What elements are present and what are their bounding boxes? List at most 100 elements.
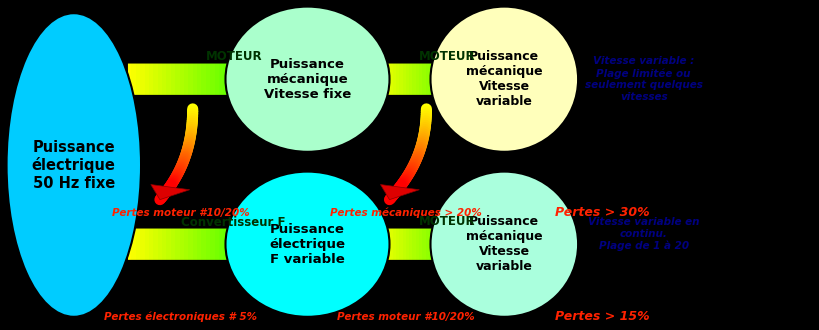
Polygon shape	[367, 66, 372, 92]
Polygon shape	[474, 228, 477, 261]
Polygon shape	[471, 228, 474, 261]
Polygon shape	[494, 63, 497, 96]
Polygon shape	[546, 65, 550, 93]
Polygon shape	[170, 228, 175, 261]
Ellipse shape	[225, 172, 389, 317]
Text: MOTEUR: MOTEUR	[205, 50, 262, 63]
Polygon shape	[153, 228, 157, 261]
Polygon shape	[510, 228, 514, 261]
Polygon shape	[236, 228, 241, 261]
Text: Puissance
électrique
F variable: Puissance électrique F variable	[269, 223, 345, 266]
Polygon shape	[206, 228, 210, 261]
Polygon shape	[232, 63, 236, 96]
Polygon shape	[409, 228, 412, 261]
Polygon shape	[451, 228, 455, 261]
Polygon shape	[354, 58, 359, 100]
Polygon shape	[306, 63, 310, 96]
Polygon shape	[258, 228, 262, 261]
Polygon shape	[412, 228, 415, 261]
Polygon shape	[497, 228, 500, 261]
Polygon shape	[215, 228, 219, 261]
Polygon shape	[306, 228, 310, 261]
Polygon shape	[144, 63, 149, 96]
Polygon shape	[517, 63, 520, 96]
Text: Pertes moteur #10/20%: Pertes moteur #10/20%	[111, 208, 249, 218]
Polygon shape	[149, 63, 153, 96]
Polygon shape	[405, 228, 409, 261]
Polygon shape	[455, 63, 458, 96]
Polygon shape	[376, 63, 379, 96]
Polygon shape	[241, 63, 245, 96]
Ellipse shape	[7, 13, 141, 317]
Polygon shape	[162, 63, 166, 96]
Polygon shape	[324, 228, 328, 261]
Polygon shape	[445, 228, 448, 261]
Polygon shape	[533, 57, 536, 101]
Polygon shape	[441, 63, 445, 96]
Polygon shape	[530, 220, 533, 268]
Text: Pertes électroniques # 5%: Pertes électroniques # 5%	[104, 312, 256, 322]
Polygon shape	[550, 232, 553, 256]
Polygon shape	[333, 63, 337, 96]
Polygon shape	[441, 228, 445, 261]
Polygon shape	[471, 63, 474, 96]
Polygon shape	[372, 234, 376, 255]
Polygon shape	[223, 63, 228, 96]
Polygon shape	[293, 228, 297, 261]
Polygon shape	[379, 228, 382, 261]
Polygon shape	[438, 228, 441, 261]
Text: MOTEUR: MOTEUR	[418, 50, 475, 63]
Polygon shape	[179, 228, 183, 261]
Polygon shape	[131, 63, 136, 96]
Polygon shape	[536, 224, 540, 264]
Polygon shape	[354, 223, 359, 265]
Polygon shape	[245, 63, 249, 96]
Polygon shape	[445, 63, 448, 96]
Polygon shape	[337, 50, 341, 108]
Polygon shape	[559, 238, 563, 250]
Polygon shape	[192, 63, 197, 96]
Polygon shape	[448, 63, 451, 96]
Polygon shape	[527, 218, 530, 270]
Polygon shape	[262, 228, 267, 261]
Text: Pertes > 30%: Pertes > 30%	[554, 206, 649, 219]
Polygon shape	[232, 228, 236, 261]
Polygon shape	[432, 63, 435, 96]
Polygon shape	[517, 228, 520, 261]
Polygon shape	[563, 75, 566, 83]
Polygon shape	[405, 63, 409, 96]
Polygon shape	[328, 228, 333, 261]
Polygon shape	[310, 228, 314, 261]
Polygon shape	[314, 228, 319, 261]
Polygon shape	[546, 230, 550, 258]
Polygon shape	[297, 228, 301, 261]
Polygon shape	[280, 63, 284, 96]
Polygon shape	[249, 228, 254, 261]
Polygon shape	[380, 74, 385, 84]
Polygon shape	[379, 63, 382, 96]
Polygon shape	[275, 63, 280, 96]
Text: Puissance
électrique
50 Hz fixe: Puissance électrique 50 Hz fixe	[32, 140, 115, 190]
Polygon shape	[481, 228, 484, 261]
Polygon shape	[520, 216, 523, 272]
Polygon shape	[175, 63, 179, 96]
Polygon shape	[284, 63, 288, 96]
Polygon shape	[385, 77, 389, 82]
Polygon shape	[491, 63, 494, 96]
Polygon shape	[153, 63, 157, 96]
Polygon shape	[367, 231, 372, 257]
Polygon shape	[301, 63, 306, 96]
Ellipse shape	[430, 7, 577, 152]
Polygon shape	[346, 218, 350, 271]
Polygon shape	[359, 226, 363, 263]
Polygon shape	[382, 63, 386, 96]
Polygon shape	[254, 228, 258, 261]
Polygon shape	[179, 63, 183, 96]
Polygon shape	[288, 228, 293, 261]
Polygon shape	[140, 228, 144, 261]
Polygon shape	[415, 63, 419, 96]
Polygon shape	[504, 228, 507, 261]
Polygon shape	[380, 184, 419, 200]
Polygon shape	[140, 63, 144, 96]
Polygon shape	[530, 55, 533, 103]
